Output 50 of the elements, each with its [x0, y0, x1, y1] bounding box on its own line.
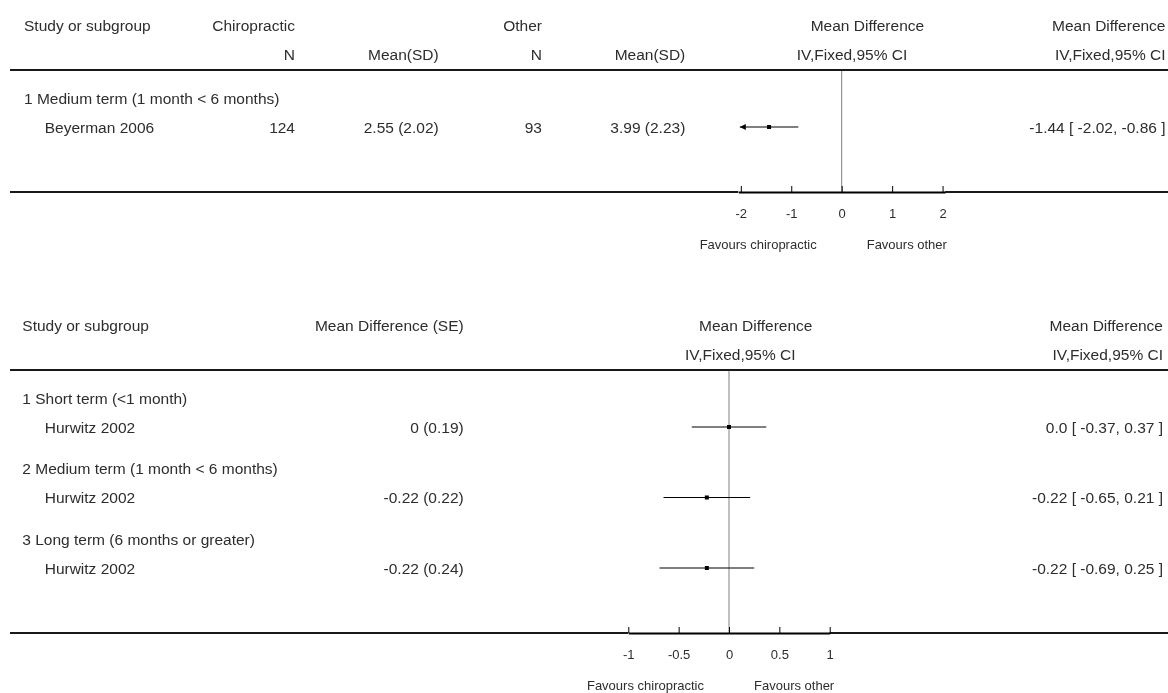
- x-tick-label: 2: [939, 206, 947, 222]
- text: 1 Medium term (1 month < 6 months): [24, 89, 280, 107]
- data-label: -0.22 [ -0.69, 0.25 ]: [1032, 559, 1163, 577]
- text: 93: [524, 118, 542, 136]
- text: Other: [503, 16, 542, 34]
- text: Hurwitz 2002: [44, 559, 136, 577]
- text: 124: [269, 118, 296, 136]
- x-tick-label: -1: [785, 206, 798, 222]
- text: Favours chiropractic: [699, 236, 818, 252]
- text: -0.22 (0.22): [383, 489, 464, 506]
- x-tick-label: -2: [735, 206, 748, 222]
- text: IV,Fixed,95% CI: [685, 345, 796, 363]
- text: IV,Fixed,95% CI: [1052, 345, 1163, 363]
- text: Chiropractic: [212, 16, 296, 34]
- text: Hurwitz 2002: [44, 418, 136, 436]
- text: Mean Difference: [810, 16, 925, 34]
- text: -0.22 (0.24): [383, 559, 464, 577]
- text: Mean Difference: [1052, 16, 1166, 34]
- x-tick-label: 0: [838, 206, 846, 222]
- text: Favours chiropractic: [586, 677, 705, 693]
- text: IV,Fixed,95% CI: [1054, 45, 1166, 63]
- x-tick-label: -1: [623, 647, 635, 663]
- text: Mean Difference: [699, 316, 813, 334]
- text: Study or subgroup: [22, 316, 149, 334]
- text: 3 Long term (6 months or greater): [22, 530, 255, 548]
- x-tick-label: -0.5: [667, 647, 691, 663]
- text: Mean(SD): [368, 45, 439, 63]
- text: N: [283, 45, 295, 63]
- text: 2.55 (2.02): [363, 118, 439, 136]
- text: -1.44 [ -2.02, -0.86 ]: [1029, 118, 1166, 136]
- text: IV,Fixed,95% CI: [796, 45, 908, 63]
- x-tick-label: 1: [826, 647, 834, 663]
- text: Mean(SD): [614, 45, 686, 63]
- text: Mean Difference: [1049, 316, 1163, 334]
- text: Favours other: [754, 677, 835, 693]
- text: Favours other: [866, 236, 948, 252]
- text: Hurwitz 2002: [44, 489, 136, 506]
- text: N: [530, 45, 542, 63]
- x-tick-label: 0: [725, 647, 734, 663]
- data-label: 0.0 [ -0.37, 0.37 ]: [1045, 418, 1163, 436]
- x-tick-label: 1: [889, 206, 897, 222]
- data-label: -0.22 [ -0.65, 0.21 ]: [1032, 489, 1163, 506]
- x-tick-label: 0.5: [770, 647, 789, 663]
- text: 3.99 (2.23): [610, 118, 686, 136]
- text: Beyerman 2006: [44, 118, 155, 136]
- text: Mean Difference (SE): [314, 316, 464, 334]
- text: 1 Short term (<1 month): [22, 389, 188, 407]
- text: Study or subgroup: [24, 16, 151, 34]
- text: 0 (0.19): [410, 418, 464, 436]
- text: 2 Medium term (1 month < 6 months): [22, 460, 278, 477]
